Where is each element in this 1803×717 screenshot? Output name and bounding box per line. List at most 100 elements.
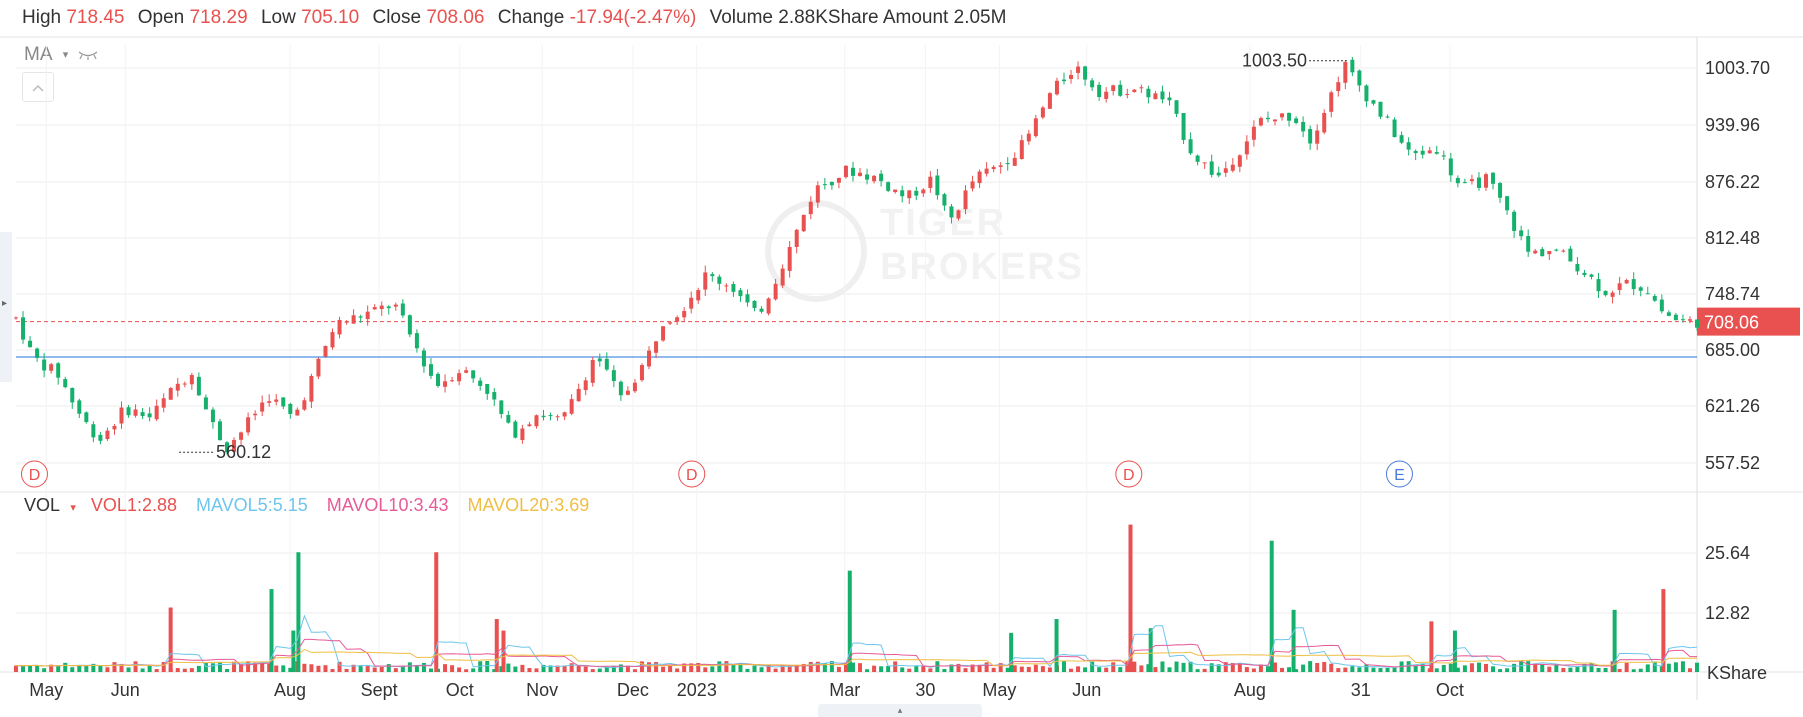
bottom-panel-handle[interactable]: ▴: [818, 704, 982, 717]
volume-bar: [253, 662, 258, 672]
candle-body: [168, 388, 173, 400]
eye-closed-icon[interactable]: [78, 50, 98, 60]
volume-bar: [562, 665, 567, 672]
candle-body: [780, 268, 785, 286]
volume-bar: [808, 662, 813, 672]
volume-bar: [886, 665, 891, 672]
volume-bar: [77, 665, 82, 672]
volume-bar: [316, 665, 321, 672]
candle-body: [569, 399, 574, 414]
volume-bar: [1392, 667, 1397, 672]
candle-body: [548, 415, 553, 417]
candle-body: [1216, 172, 1221, 176]
volume-bar: [1357, 667, 1362, 672]
volume-bar: [379, 666, 384, 672]
candle-body: [724, 285, 729, 287]
volume-bar: [1076, 666, 1081, 672]
volume-bar: [682, 663, 687, 672]
volume-bar: [1589, 663, 1594, 672]
candle-body: [1673, 314, 1678, 321]
volume-bar: [675, 668, 680, 672]
collapse-indicator-button[interactable]: [22, 72, 54, 102]
volume-bar: [1498, 669, 1503, 672]
expand-left-icon[interactable]: ▸: [2, 298, 8, 309]
candle-body: [1209, 161, 1214, 175]
volume-bar: [618, 664, 623, 672]
candle-body: [731, 284, 736, 292]
volume-bar: [196, 665, 201, 672]
candle-body: [1230, 164, 1235, 171]
candle-body: [161, 398, 166, 408]
candle-body: [815, 185, 820, 203]
candle-body: [1413, 150, 1418, 154]
expand-bottom-icon[interactable]: ▴: [897, 705, 903, 715]
volume-bar: [963, 668, 968, 672]
candle-body: [344, 321, 349, 323]
volume-bar: [717, 661, 722, 672]
left-panel-handle[interactable]: ▸: [0, 232, 12, 382]
candle-body: [1061, 79, 1066, 82]
candle-body: [281, 397, 286, 407]
ma-dropdown-caret-icon[interactable]: ▾: [62, 49, 69, 62]
volume-bar: [738, 663, 743, 672]
volume-bar: [302, 663, 307, 672]
volume-bar: [506, 663, 511, 672]
volume-bar: [815, 661, 820, 672]
candle-body: [1343, 62, 1348, 83]
volume-bar: [1406, 661, 1411, 672]
volume-bar: [499, 666, 504, 672]
candle-body: [590, 359, 595, 383]
volume-bar: [1202, 668, 1207, 672]
candle-body: [1251, 126, 1256, 140]
volume-bar: [1505, 668, 1510, 672]
price-tick-label: 812.48: [1705, 228, 1760, 248]
volume-bar: [1687, 668, 1692, 672]
vol-dropdown-caret-icon[interactable]: ▾: [70, 502, 76, 514]
volume-bar: [1040, 666, 1045, 672]
price-tick-label: 876.22: [1705, 172, 1760, 192]
volume-bar: [843, 662, 848, 672]
candle-body: [1434, 152, 1439, 154]
volume-bar: [569, 663, 574, 672]
volume-bar: [1526, 661, 1531, 672]
volume-bar: [232, 661, 237, 672]
candle-body: [1083, 66, 1088, 80]
volume-bar: [745, 668, 750, 672]
volume-bar: [63, 662, 68, 672]
mavol5-value: MAVOL5:5.15: [196, 495, 308, 515]
volume-bar: [1061, 661, 1066, 672]
volume-bar: [281, 665, 286, 672]
candle-body: [942, 194, 947, 206]
volume-bar: [35, 665, 40, 672]
volume-bar: [1195, 669, 1200, 672]
candle-body: [1132, 89, 1137, 92]
volume-bar: [555, 665, 560, 672]
candle-body: [1448, 158, 1453, 176]
volume-bar: [492, 669, 497, 672]
volume-bar: [1216, 664, 1221, 672]
volume-bar: [1269, 540, 1274, 672]
candle-body: [351, 315, 356, 324]
candle-body: [210, 409, 215, 423]
volume-bar: [428, 668, 433, 672]
candle-body: [217, 421, 222, 441]
candle-body: [1589, 274, 1594, 277]
candle-body: [133, 409, 138, 416]
candle-body: [1455, 177, 1460, 184]
candle-body: [1125, 93, 1130, 95]
volume-bar: [485, 660, 490, 672]
ma-indicator-selector[interactable]: MA ▾: [24, 44, 98, 66]
volume-indicator-legend[interactable]: VOL ▾ VOL1:2.88 MAVOL5:5.15 MAVOL10:3.43…: [24, 495, 603, 516]
mavol5-line: [15, 614, 1698, 668]
low-marker-label: 560.12: [216, 442, 271, 462]
time-tick-label: May: [982, 680, 1016, 700]
candle-body: [1526, 236, 1531, 252]
candle-body: [872, 175, 877, 182]
candle-body: [175, 383, 180, 391]
candle-body: [436, 373, 441, 386]
candle-body: [998, 165, 1003, 167]
candle-body: [618, 381, 623, 396]
volume-bar: [1148, 628, 1153, 672]
volume-bar: [1575, 666, 1580, 672]
